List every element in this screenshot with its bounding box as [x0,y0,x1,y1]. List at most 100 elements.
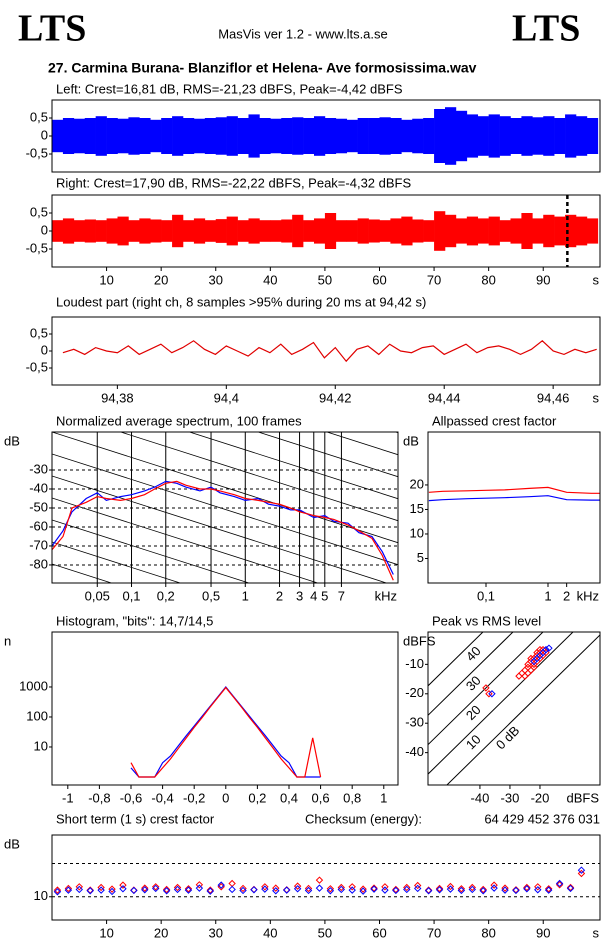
waveform-segment [62,118,75,154]
waveform-segment [248,218,260,244]
x-tick-label: 0,5 [202,588,220,603]
waveform-segment [477,116,489,156]
point [544,885,553,893]
point [490,884,498,892]
waveform-segment [368,219,380,243]
waveform-segment [182,220,195,242]
y-tick-label: 100 [26,708,48,723]
x-axis-label: kHz [577,588,599,603]
x-tick-label: 1 [380,790,387,805]
waveform-segment [434,211,446,251]
waveform-segment [106,118,118,154]
plot-area [52,234,398,763]
point [413,881,422,890]
waveform-segment [237,118,249,154]
waveform-segment [346,119,358,153]
point [488,690,496,698]
point [530,657,538,666]
x-tick-label: 7 [338,588,345,603]
waveform-segment [84,219,96,243]
plot-area [52,107,599,165]
x-tick-label: -40 [471,790,490,805]
logo: LTS [18,8,86,50]
diagonal-line [428,632,544,746]
point [119,885,127,893]
point [501,884,509,892]
plot-area [428,632,600,785]
y-tick-label: -0,5 [26,359,48,374]
waveform-segment [532,117,544,155]
point [512,886,520,895]
waveform-segment [226,116,238,156]
x-tick-label: 90 [536,925,550,940]
slope-line [52,652,398,763]
slope-line [52,234,398,345]
point [485,690,493,698]
diagonal-line [428,632,484,687]
point [521,666,529,674]
waveform-segment [215,117,227,155]
waveform-segment [565,114,577,158]
point [566,883,575,892]
waveform-segment [412,118,424,154]
waveform-segment [139,118,151,154]
point [381,886,389,894]
x-tick-label: 10 [99,272,113,287]
waveform-segment [313,116,326,156]
waveform-segment [161,220,173,242]
x-tick-label: 60 [372,925,386,940]
chart-title: Peak vs RMS level [432,613,541,628]
y-tick-label: 15 [410,501,424,516]
x-tick-label: -0,4 [151,790,173,805]
point [457,885,466,893]
waveform-segment [161,118,173,154]
waveform-segment [401,119,413,153]
waveform-segment [248,114,260,158]
y-tick-label: 0,5 [30,204,48,219]
point [206,886,214,894]
y-axis-label: dB [4,836,20,851]
x-tick-label: 0,4 [280,790,298,805]
waveform-segment [128,117,140,155]
waveform-segment [554,216,566,246]
point [403,883,411,892]
waveform-segment [510,118,522,154]
plot-area [130,686,322,778]
chart-title: Allpassed crest factor [432,413,557,428]
y-tick-label: -80 [29,556,48,571]
plot-area [62,340,597,363]
y-axis-label: dB [403,433,419,448]
y-tick-label: -0,5 [26,145,48,160]
plot-frame [427,631,601,786]
point [250,886,258,894]
point [293,885,302,893]
point [162,885,171,894]
waveform-segment [106,218,118,244]
y-tick-label: -30 [29,461,48,476]
waveform-segment [73,220,86,242]
waveform-segment [575,116,588,156]
point [206,887,214,895]
point [261,885,269,893]
waveform-segment [62,218,75,244]
waveform-segment [292,117,304,155]
point [75,885,83,894]
x-tick-label: 0,6 [312,790,330,805]
waveform-segment [172,116,184,156]
waveform-segment [281,219,293,243]
waveform-segment [215,219,227,243]
point [151,884,160,893]
slope-line [119,432,398,522]
diagonal-line [446,634,600,785]
point [217,881,225,889]
point [515,672,523,680]
series-line [130,686,321,778]
x-tick-label: 90 [536,272,550,287]
waveform-segment [259,118,271,154]
waveform-segment [477,218,489,244]
point [457,886,466,895]
point [315,884,324,892]
y-tick-label: -10 [405,656,424,671]
x-tick-label: 0,2 [157,588,175,603]
waveform-segment [499,220,511,242]
